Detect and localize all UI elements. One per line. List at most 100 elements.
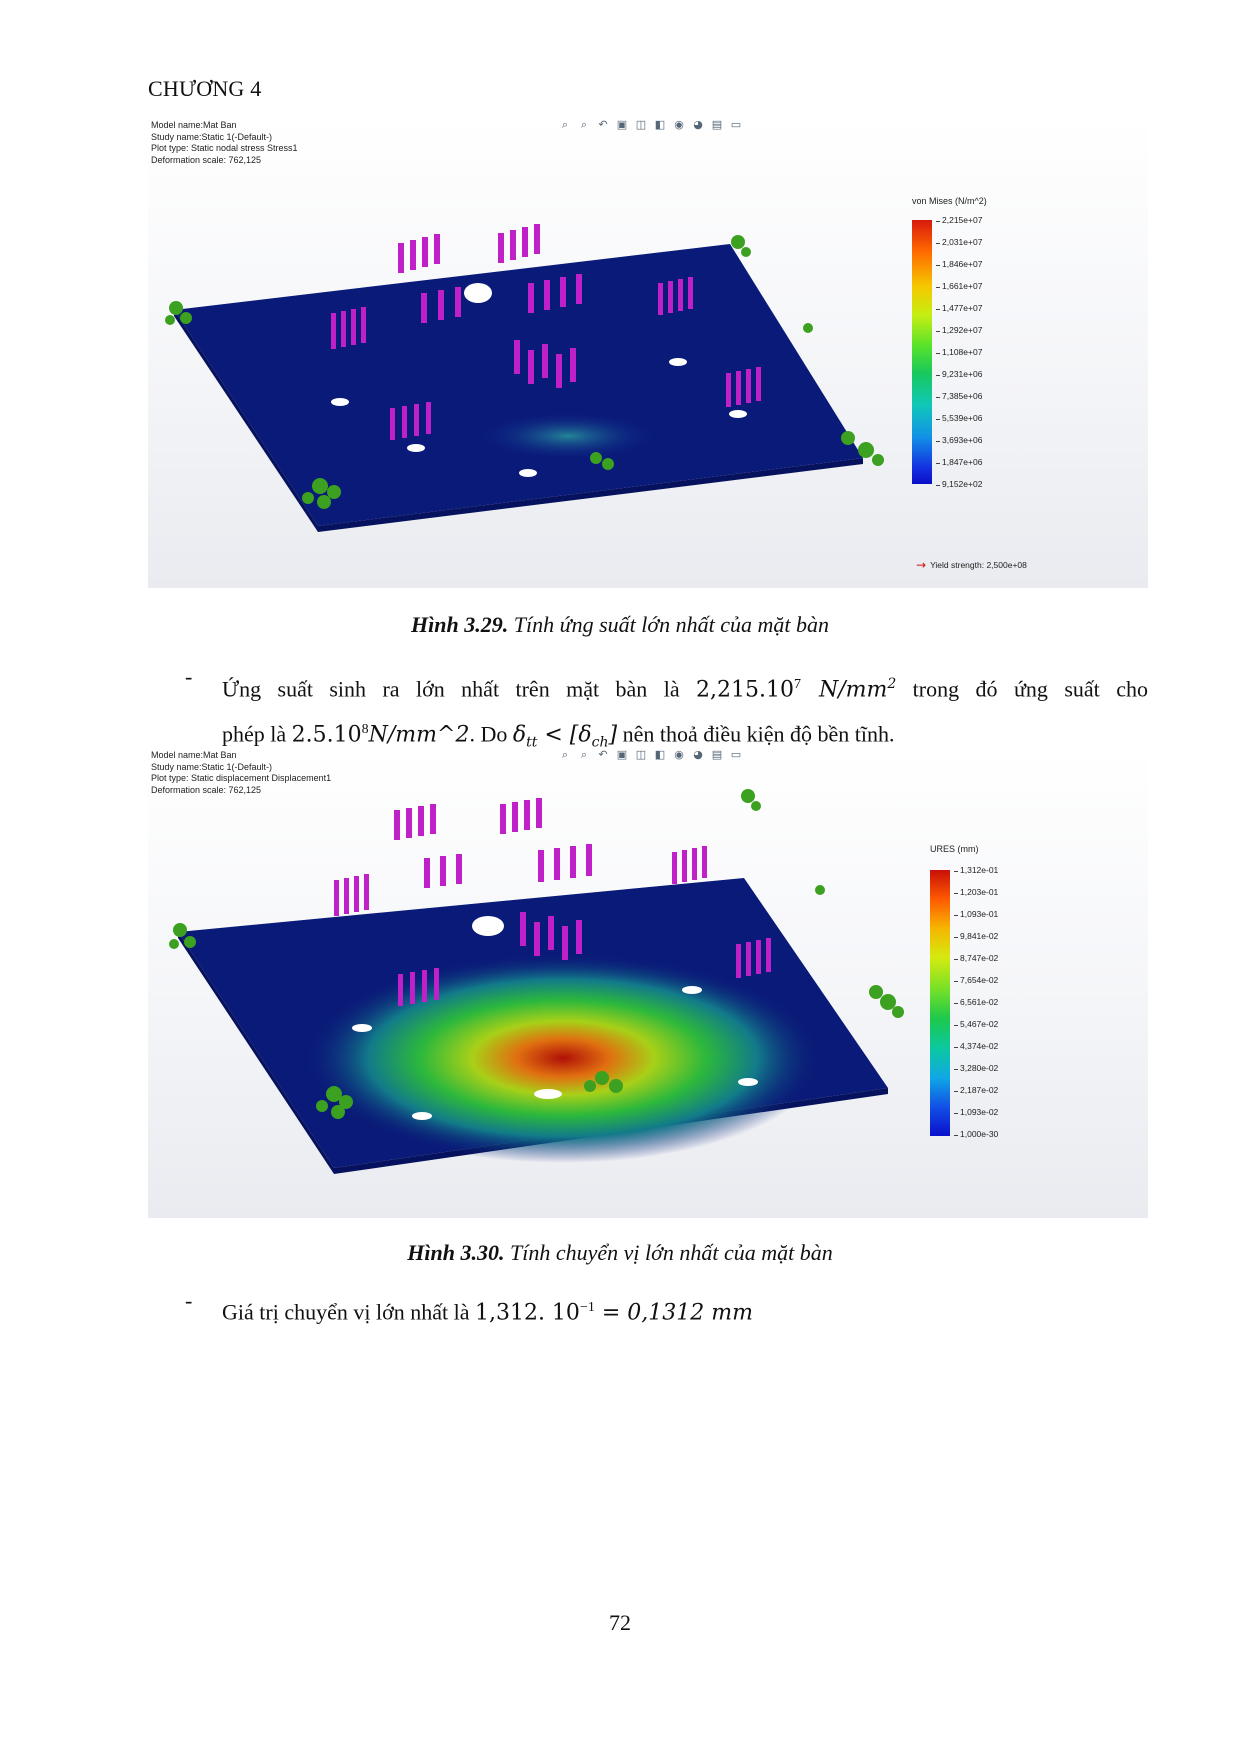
zoom-fit-icon[interactable]: ⌕ xyxy=(561,118,569,131)
tick-label: 4,374e-02 xyxy=(953,1041,999,1051)
caption-label: Hình 3.29. xyxy=(411,612,509,637)
hole xyxy=(464,283,492,303)
section-view-icon[interactable]: ▣ xyxy=(616,118,628,131)
view-toolbar: ⌕ ⌕ ↶ ▣ ◫ ◧ ◉ ◕ ▤ ▭ xyxy=(558,118,743,131)
tick-label: 1,000e-30 xyxy=(953,1129,999,1139)
tick-label: 1,292e+07 xyxy=(935,325,983,335)
study-name: Study name:Static 1(-Default-) xyxy=(151,761,273,772)
zoom-fit-icon[interactable]: ⌕ xyxy=(561,748,569,761)
previous-view-icon[interactable]: ↶ xyxy=(598,748,608,761)
deformation-scale: Deformation scale: 762,125 xyxy=(151,784,262,795)
display-style-icon[interactable]: ◧ xyxy=(654,118,666,131)
tick-label: 1,846e+07 xyxy=(935,259,983,269)
apply-scene-icon[interactable]: ▤ xyxy=(711,118,723,131)
hole xyxy=(738,1078,758,1086)
view-settings-icon[interactable]: ▭ xyxy=(730,118,742,131)
hole xyxy=(729,410,747,418)
paragraph-line: Ứng suất sinh ra lớn nhất trên mặt bàn l… xyxy=(222,676,1148,703)
tick-label: 6,561e-02 xyxy=(953,997,999,1007)
yield-strength: → Yield strength: 2,500e+08 xyxy=(916,558,1027,572)
plot-info: Model name:Mat Ban Study name:Static 1(-… xyxy=(151,750,331,796)
caption-label: Hình 3.30. xyxy=(407,1240,505,1265)
previous-view-icon[interactable]: ↶ xyxy=(598,118,608,131)
fixture-markers xyxy=(165,235,884,509)
figure2-caption: Hình 3.30. Tính chuyển vị lớn nhất của m… xyxy=(0,1240,1240,1266)
stress-colorbar xyxy=(912,220,932,484)
stress-hotspot xyxy=(478,412,658,460)
paragraph-line: phép là 2.5.108N/mm^2. Do δtt < [δch] nê… xyxy=(222,721,895,752)
tick-label: 9,231e+06 xyxy=(935,369,983,379)
edit-appearance-icon[interactable]: ◕ xyxy=(693,118,703,131)
view-orientation-icon[interactable]: ◫ xyxy=(635,748,647,761)
tick-label: 1,847e+06 xyxy=(935,457,983,467)
load-arrows xyxy=(334,798,771,1006)
stress-paragraph: Ứng suất sinh ra lớn nhất trên mặt bàn l… xyxy=(222,664,1148,763)
model-name: Model name:Mat Ban xyxy=(151,750,237,760)
tick-label: 1,203e-01 xyxy=(953,887,999,897)
tick-label: 2,215e+07 xyxy=(935,215,983,225)
tick-label: 5,539e+06 xyxy=(935,413,983,423)
plot-type: Plot type: Static nodal stress Stress1 xyxy=(151,143,298,153)
view-settings-icon[interactable]: ▭ xyxy=(730,748,742,761)
bullet-dash: - xyxy=(185,1288,193,1313)
displacement-plot-render xyxy=(169,789,904,1174)
view-orientation-icon[interactable]: ◫ xyxy=(635,118,647,131)
stress-plot-render xyxy=(165,224,884,532)
tick-label: 2,187e-02 xyxy=(953,1085,999,1095)
hole xyxy=(472,916,504,936)
tick-label: 1,108e+07 xyxy=(935,347,983,357)
hole xyxy=(407,444,425,452)
tick-label: 5,467e-02 xyxy=(953,1019,999,1029)
plot-info: Model name:Mat Ban Study name:Static 1(-… xyxy=(151,120,298,166)
tick-label: 1,661e+07 xyxy=(935,281,983,291)
tick-label: 7,385e+06 xyxy=(935,391,983,401)
legend-title: von Mises (N/m^2) xyxy=(912,196,987,206)
hole xyxy=(534,1089,562,1099)
plate-top xyxy=(174,244,863,526)
caption-text: Tính ứng suất lớn nhất của mặt bàn xyxy=(508,612,829,637)
zoom-area-icon[interactable]: ⌕ xyxy=(580,748,588,761)
displacement-hotspot xyxy=(303,953,823,1163)
bullet-dash: - xyxy=(185,664,193,689)
tick-label: 3,693e+06 xyxy=(935,435,983,445)
displacement-colorbar xyxy=(930,870,950,1136)
plate-side xyxy=(174,310,318,532)
displacement-paragraph: Giá trị chuyển vị lớn nhất là 1,312. 10−… xyxy=(222,1299,753,1326)
zoom-area-icon[interactable]: ⌕ xyxy=(580,118,588,131)
tick-label: 7,654e-02 xyxy=(953,975,999,985)
deformation-scale: Deformation scale: 762,125 xyxy=(151,154,262,165)
study-name: Study name:Static 1(-Default-) xyxy=(151,131,273,142)
yield-strength-label: Yield strength: 2,500e+08 xyxy=(930,560,1027,570)
figure1-caption: Hình 3.29. Tính ứng suất lớn nhất của mặ… xyxy=(0,612,1240,638)
tick-label: 1,477e+07 xyxy=(935,303,983,313)
yield-arrow-icon: → xyxy=(916,558,927,572)
display-style-icon[interactable]: ◧ xyxy=(654,748,666,761)
tick-label: 3,280e-02 xyxy=(953,1063,999,1073)
legend-title: URES (mm) xyxy=(930,844,979,854)
hide-show-icon[interactable]: ◉ xyxy=(674,118,684,131)
edit-appearance-icon[interactable]: ◕ xyxy=(693,748,703,761)
view-toolbar: ⌕ ⌕ ↶ ▣ ◫ ◧ ◉ ◕ ▤ ▭ xyxy=(558,748,743,761)
tick-label: 9,841e-02 xyxy=(953,931,999,941)
caption-text: Tính chuyển vị lớn nhất của mặt bàn xyxy=(504,1240,833,1265)
tick-label: 2,031e+07 xyxy=(935,237,983,247)
page-number: 72 xyxy=(609,1610,631,1635)
plot-type: Plot type: Static displacement Displacem… xyxy=(151,773,332,783)
model-name: Model name:Mat Ban xyxy=(151,120,237,130)
displacement-plot-figure: Model name:Mat Ban Study name:Static 1(-… xyxy=(148,748,1148,1218)
hole xyxy=(519,469,537,477)
hole xyxy=(669,358,687,366)
stress-plot-figure: Model name:Mat Ban Study name:Static 1(-… xyxy=(148,118,1148,588)
hole xyxy=(412,1112,432,1120)
section-view-icon[interactable]: ▣ xyxy=(616,748,628,761)
tick-label: 8,747e-02 xyxy=(953,953,999,963)
hide-show-icon[interactable]: ◉ xyxy=(674,748,684,761)
load-arrows xyxy=(331,224,761,440)
hole xyxy=(331,398,349,406)
hole xyxy=(352,1024,372,1032)
plate-edge xyxy=(318,458,863,532)
tick-label: 1,093e-01 xyxy=(953,909,999,919)
tick-label: 9,152e+02 xyxy=(935,479,983,489)
apply-scene-icon[interactable]: ▤ xyxy=(711,748,723,761)
fixture-markers xyxy=(169,789,904,1119)
